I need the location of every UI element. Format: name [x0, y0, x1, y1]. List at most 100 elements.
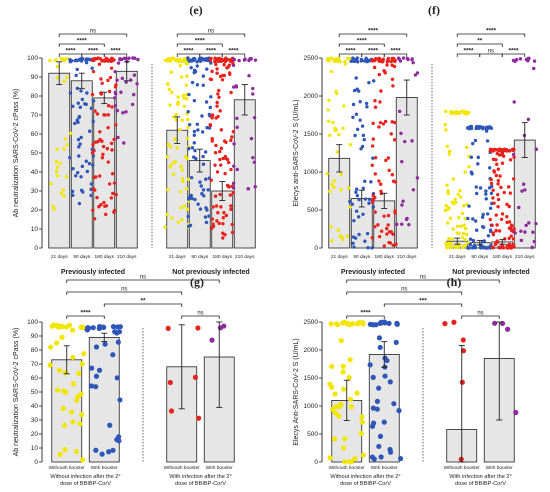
data-point	[48, 344, 54, 350]
data-point	[382, 373, 388, 379]
data-point	[374, 398, 381, 404]
data-point	[458, 189, 462, 193]
data-point	[357, 197, 361, 202]
data-point	[214, 204, 219, 208]
data-point	[114, 437, 120, 443]
data-point	[75, 86, 80, 91]
data-point	[328, 321, 334, 327]
data-point	[68, 59, 73, 64]
data-point	[481, 225, 485, 229]
data-point	[114, 375, 120, 381]
data-point	[355, 60, 360, 64]
data-point	[508, 158, 513, 162]
data-point	[219, 59, 223, 63]
data-point	[456, 192, 460, 197]
data-point	[71, 193, 75, 197]
data-point	[490, 245, 495, 250]
data-point	[463, 170, 467, 174]
data-point	[397, 455, 404, 462]
data-point	[185, 74, 189, 78]
data-point	[356, 215, 361, 219]
data-point	[107, 89, 112, 94]
data-point	[61, 388, 67, 394]
data-point	[393, 120, 397, 125]
data-point	[100, 81, 104, 85]
data-point	[201, 74, 206, 78]
data-point	[205, 67, 209, 71]
significance-label: ****	[486, 28, 497, 35]
data-point	[210, 136, 214, 141]
data-point	[354, 112, 359, 117]
data-point	[495, 223, 499, 227]
group-label: Without infection after the 2° dose of BB…	[330, 474, 400, 487]
data-point	[70, 189, 75, 194]
data-point	[373, 172, 378, 176]
category-label: 90 days	[353, 254, 370, 260]
data-point	[459, 379, 465, 385]
data-point	[217, 56, 221, 61]
significance-label: ****	[77, 38, 88, 45]
data-point	[448, 110, 453, 115]
data-point	[130, 102, 135, 107]
y-tick-label: 0	[34, 245, 38, 252]
category-label: 210 days	[515, 254, 535, 260]
data-point	[329, 363, 335, 370]
data-point	[68, 155, 72, 160]
data-point	[331, 436, 338, 442]
data-point	[92, 148, 96, 153]
data-point	[332, 185, 336, 189]
data-point	[464, 110, 469, 114]
data-point	[490, 223, 494, 228]
data-point	[91, 163, 95, 167]
data-point	[444, 241, 448, 245]
data-point	[222, 63, 226, 67]
data-point	[174, 112, 179, 117]
data-point	[373, 210, 377, 214]
data-point	[445, 183, 449, 187]
data-point	[531, 230, 535, 234]
data-point	[351, 241, 355, 245]
data-point	[209, 337, 215, 343]
data-point	[377, 72, 381, 77]
significance-label: ns	[401, 287, 407, 293]
data-point	[373, 99, 377, 103]
data-point	[201, 83, 205, 87]
data-point	[182, 104, 187, 109]
data-point	[75, 118, 79, 122]
group-label-line: dose of BBIBP-CorV	[340, 481, 391, 487]
significance-bracket	[66, 279, 220, 283]
data-point	[97, 62, 102, 66]
significance-label: ns	[197, 311, 203, 317]
data-point	[382, 320, 388, 326]
data-point	[88, 383, 95, 389]
y-tick-label: 500	[307, 207, 318, 214]
data-point	[338, 401, 344, 407]
data-point	[98, 174, 102, 178]
data-point	[61, 188, 65, 192]
category-label: With booster	[206, 465, 233, 471]
data-point	[195, 60, 199, 64]
data-point	[347, 322, 353, 328]
data-point	[131, 56, 135, 60]
data-point	[189, 66, 193, 70]
data-point	[122, 56, 126, 61]
data-point	[359, 59, 364, 63]
data-point	[361, 133, 366, 138]
data-point	[192, 68, 197, 73]
data-point	[113, 96, 117, 100]
data-point	[446, 188, 450, 193]
data-point	[462, 223, 466, 227]
data-point	[178, 190, 183, 194]
data-point	[211, 113, 215, 117]
significance-bracket	[501, 53, 526, 57]
data-point	[373, 196, 377, 200]
significance-bracket	[338, 43, 385, 47]
data-point	[359, 414, 365, 420]
data-point	[348, 56, 352, 61]
data-point	[55, 387, 61, 393]
data-point	[444, 109, 448, 114]
data-point	[507, 204, 512, 209]
data-point	[59, 334, 65, 340]
data-point	[62, 194, 66, 198]
data-point	[104, 212, 108, 217]
